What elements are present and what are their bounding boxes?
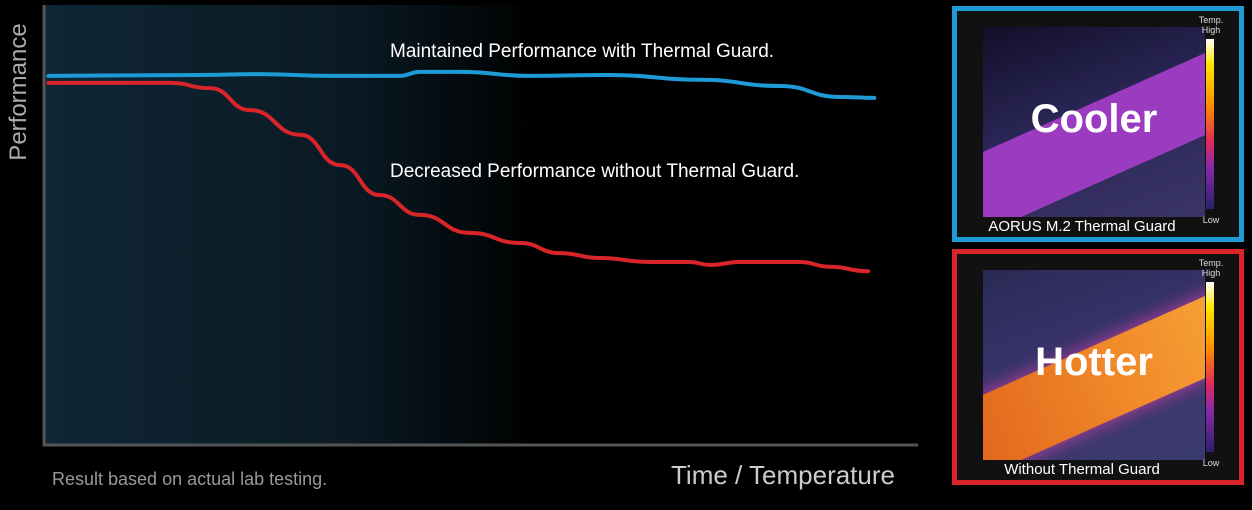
series-label-with-guard: Maintained Performance with Thermal Guar… (390, 41, 774, 62)
scale-high: High (1201, 25, 1221, 35)
plot-background (44, 5, 918, 445)
scale-low: Low (1202, 458, 1220, 468)
temperature-scale: Temp. High Low (1193, 15, 1229, 225)
scale-title: Temp. (1198, 15, 1224, 25)
panel-caption: Without Thermal Guard (1004, 461, 1160, 478)
thermal-image-cool: Cooler (983, 27, 1205, 217)
thermal-panel-without-guard: Hotter Temp. High Low Without Thermal Gu… (952, 249, 1244, 485)
performance-chart: Maintained Performance with Thermal Guar… (5, 5, 918, 490)
x-axis-label: Time / Temperature (671, 460, 895, 490)
footnote: Result based on actual lab testing. (52, 469, 327, 489)
temperature-scale: Temp. High Low (1193, 258, 1229, 468)
scale-title: Temp. (1198, 258, 1224, 268)
hotter-label: Hotter (1035, 340, 1153, 384)
color-scale-bar (1206, 282, 1214, 452)
thermal-panel-with-guard: Cooler Temp. High Low AORUS M.2 Thermal … (952, 6, 1244, 242)
scale-low: Low (1202, 215, 1220, 225)
series-line-without-guard (46, 80, 871, 274)
series-label-without-guard: Decreased Performance without Thermal Gu… (390, 161, 799, 182)
thermal-image-hot: Hotter (983, 270, 1205, 460)
scale-high: High (1201, 268, 1221, 278)
panel-caption: AORUS M.2 Thermal Guard (988, 218, 1176, 235)
color-scale-bar (1206, 39, 1214, 209)
cooler-label: Cooler (1030, 97, 1158, 141)
y-axis-label: Performance (5, 23, 32, 160)
series-line-with-guard (46, 69, 877, 100)
